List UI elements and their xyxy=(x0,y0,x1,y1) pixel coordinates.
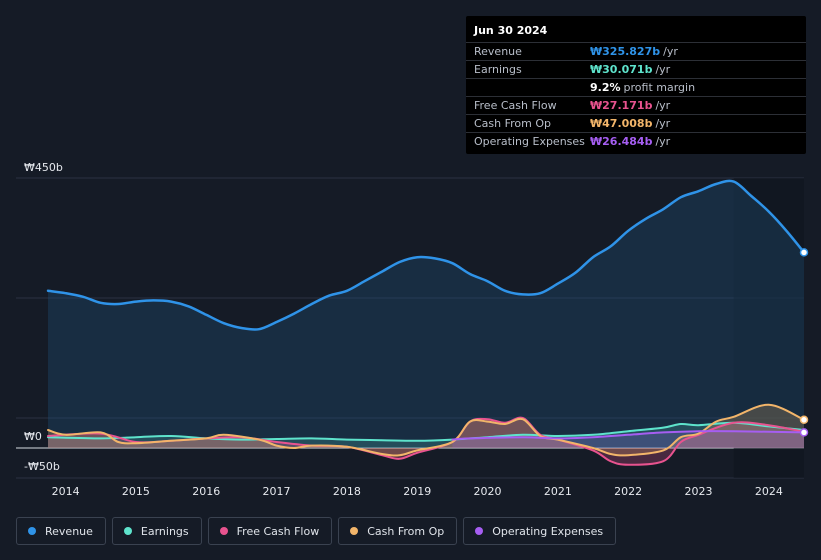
tooltip-unit: /yr xyxy=(663,45,678,58)
y-tick-label-bottom: -₩50b xyxy=(24,460,60,473)
data-tooltip: Jun 30 2024 Revenue ₩325.827b /yr Earnin… xyxy=(466,16,806,154)
legend-item-cash-from-op[interactable]: Cash From Op xyxy=(338,517,458,545)
x-tick-label: 2015 xyxy=(122,485,150,498)
chart-legend: Revenue Earnings Free Cash Flow Cash Fro… xyxy=(16,517,617,545)
tooltip-row-free-cash-flow: Free Cash Flow ₩27.171b /yr xyxy=(466,97,806,115)
legend-item-operating-expenses[interactable]: Operating Expenses xyxy=(463,517,617,545)
tooltip-unit: profit margin xyxy=(623,81,696,94)
tooltip-label: Free Cash Flow xyxy=(474,99,557,112)
x-tick-label: 2016 xyxy=(192,485,220,498)
tooltip-row-profit-margin: 9.2% profit margin xyxy=(466,79,806,97)
legend-dot-icon xyxy=(475,527,484,535)
legend-dot-icon xyxy=(123,527,132,535)
x-tick-label: 2018 xyxy=(333,485,361,498)
tooltip-row-earnings: Earnings ₩30.071b /yr xyxy=(466,61,806,79)
legend-label: Operating Expenses xyxy=(492,524,604,538)
cash-from-op-end-marker xyxy=(799,415,809,425)
cash-from-op-area xyxy=(48,404,804,456)
revenue-line xyxy=(46,179,806,331)
x-tick-label: 2022 xyxy=(614,485,642,498)
tooltip-label: Earnings xyxy=(474,63,522,76)
series-end-markers xyxy=(799,248,809,437)
free-cash-flow-area xyxy=(48,417,804,465)
tooltip-unit: /yr xyxy=(655,63,671,76)
x-tick-label: 2023 xyxy=(685,485,713,498)
operating-expenses-end-marker xyxy=(799,428,809,437)
tooltip-value: ₩27.171b xyxy=(590,99,653,112)
tooltip-label: Cash From Op xyxy=(474,117,552,130)
operating-expenses-area xyxy=(452,431,804,448)
financial-chart: 2014 2015 2016 2017 2018 2019 2020 2021 2022 2023… xyxy=(16,177,809,498)
series-lines xyxy=(46,179,806,466)
series-areas xyxy=(48,180,804,465)
legend-dot-icon xyxy=(219,527,228,535)
legend-item-free-cash-flow[interactable]: Free Cash Flow xyxy=(207,517,333,545)
tooltip-date: Jun 30 2024 xyxy=(466,24,806,43)
tooltip-value: ₩26.484b xyxy=(590,135,653,148)
tooltip-unit: /yr xyxy=(655,117,671,130)
x-tick-label: 2014 xyxy=(52,485,80,498)
tooltip-value: 9.2% xyxy=(590,81,621,94)
tooltip-value: ₩47.008b xyxy=(590,117,653,130)
legend-dot-icon xyxy=(350,527,359,535)
tooltip-row-operating-expenses: Operating Expenses ₩26.484b /yr xyxy=(466,133,806,150)
x-tick-label: 2017 xyxy=(263,485,291,498)
chart-grid xyxy=(16,177,804,479)
revenue-area xyxy=(48,180,804,448)
tooltip-row-revenue: Revenue ₩325.827b /yr xyxy=(466,43,806,61)
legend-item-earnings[interactable]: Earnings xyxy=(111,517,202,545)
x-tick-label: 2019 xyxy=(403,485,431,498)
y-tick-label-zero: ₩0 xyxy=(24,430,42,443)
legend-label: Free Cash Flow xyxy=(236,524,320,538)
free-cash-flow-line xyxy=(47,416,805,466)
legend-item-revenue[interactable]: Revenue xyxy=(16,517,106,545)
tooltip-value: ₩30.071b xyxy=(590,63,653,76)
legend-label: Earnings xyxy=(140,524,189,538)
tooltip-label: Revenue xyxy=(474,45,522,58)
tooltip-unit: /yr xyxy=(655,99,671,112)
x-tick-label: 2024 xyxy=(755,485,783,498)
legend-label: Cash From Op xyxy=(367,524,445,538)
legend-dot-icon xyxy=(28,527,36,535)
legend-label: Revenue xyxy=(45,524,93,538)
x-tick-label: 2021 xyxy=(544,485,572,498)
tooltip-value: ₩325.827b xyxy=(590,45,661,58)
y-tick-label-top: ₩450b xyxy=(24,161,63,174)
tooltip-label: Operating Expenses xyxy=(474,135,585,148)
earnings-area xyxy=(48,422,804,448)
x-axis-tick-labels: 2014 2015 2016 2017 2018 2019 2020 2021 2022 2023… xyxy=(52,485,783,498)
cash-from-op-line xyxy=(47,403,805,457)
x-tick-label: 2020 xyxy=(474,485,502,498)
revenue-end-marker xyxy=(799,248,809,257)
tooltip-unit: /yr xyxy=(655,135,671,148)
tooltip-row-cash-from-op: Cash From Op ₩47.008b /yr xyxy=(466,115,806,133)
operating-expenses-line xyxy=(451,430,805,441)
